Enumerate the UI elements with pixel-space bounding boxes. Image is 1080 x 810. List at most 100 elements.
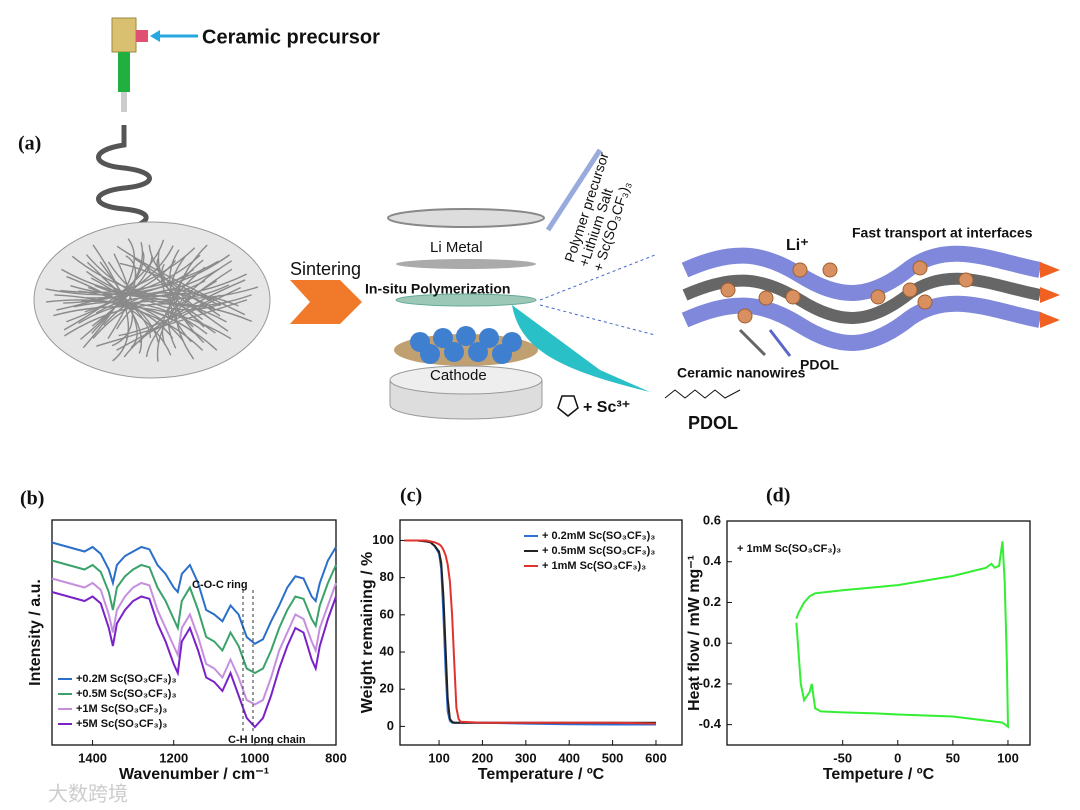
- plot-frame: [726, 520, 1031, 746]
- label: In-situ Polymerization: [365, 281, 510, 297]
- series-line: [51, 541, 337, 646]
- x-tick-label: 1200: [159, 750, 188, 765]
- wire: [45, 254, 230, 296]
- zoom-line: [539, 304, 656, 336]
- x-tick-label: 100: [997, 750, 1019, 765]
- wire: [91, 250, 145, 334]
- label: Li Metal: [430, 239, 483, 256]
- series-line: [51, 591, 337, 729]
- legend-label: +1M Sc(SO₃CF₃)₃: [76, 703, 167, 715]
- y-tick-label: 40: [380, 643, 394, 658]
- wire: [99, 261, 138, 349]
- y-tick-label: 0.0: [703, 635, 721, 650]
- chevron: [290, 280, 362, 324]
- series-line: [51, 577, 337, 706]
- pipette: [545, 148, 603, 232]
- nozzle: [118, 52, 130, 92]
- mesh-wires: [45, 238, 259, 362]
- wire: [63, 239, 165, 331]
- wire: [107, 255, 137, 340]
- wire: [73, 301, 208, 335]
- label: Sintering: [290, 259, 361, 279]
- schematic: (a) Ceramic precursor Sintering Li Metal…: [18, 17, 1060, 433]
- x-tick-label: 600: [645, 750, 667, 765]
- panel-label: (a): [18, 133, 41, 155]
- label: PDOL: [800, 357, 839, 373]
- wire: [45, 299, 218, 351]
- legend-label: + 1mM Sc(SO₃CF₃)₃: [542, 560, 646, 572]
- x-tick-label: 1000: [240, 750, 269, 765]
- wire: [111, 253, 134, 347]
- wire: [53, 306, 232, 340]
- pdol-structure: [664, 389, 741, 399]
- x-tick-label: 400: [558, 750, 580, 765]
- legend-label: + 1mM Sc(SO₃CF₃)₃: [737, 543, 841, 555]
- wire: [95, 297, 203, 320]
- disc: [387, 208, 545, 228]
- y-tick-label: 80: [380, 569, 394, 584]
- panel-label: (c): [400, 485, 422, 507]
- legend-label: + 0.5mM Sc(SO₃CF₃)₃: [542, 545, 655, 557]
- wire: [132, 257, 221, 317]
- y-tick-label: 0: [387, 718, 394, 733]
- wire: [66, 275, 172, 356]
- plot-frame: [399, 519, 683, 746]
- pointer: [738, 328, 767, 357]
- wire: [94, 280, 206, 298]
- x-tick-label: 100: [428, 750, 450, 765]
- electrolyte: [395, 293, 537, 307]
- dol-ring: [557, 395, 579, 417]
- panel-label: (b): [20, 488, 44, 510]
- pointer: [768, 329, 792, 357]
- cell-top: [389, 365, 543, 395]
- wire: [145, 268, 233, 358]
- y-axis-label: Intensity / a.u.: [27, 579, 44, 686]
- label: Ceramic nanowires: [677, 365, 806, 381]
- wire: [90, 277, 159, 343]
- wire: [78, 300, 227, 324]
- x-tick-label: 800: [325, 750, 347, 765]
- watermark: 大数跨境: [48, 782, 128, 805]
- wire: [86, 268, 195, 299]
- x-tick-label: -50: [833, 750, 852, 765]
- wire: [116, 245, 246, 316]
- wire: [82, 238, 136, 349]
- precursor-text: Polymer precursor +Lithium Salt + Sc(SO₃…: [561, 150, 634, 273]
- legend-label: +0.2M Sc(SO₃CF₃)₃: [76, 673, 177, 685]
- wire: [156, 260, 233, 362]
- annotation: C-H long chain: [228, 734, 306, 746]
- y-tick-label: -0.4: [699, 716, 722, 731]
- wire: [156, 258, 205, 328]
- y-tick-label: 0.2: [703, 594, 721, 609]
- annotation: C-O-C ring: [192, 579, 248, 591]
- cathode-particles: [410, 326, 522, 364]
- y-tick-label: 60: [380, 606, 394, 621]
- wire: [71, 255, 259, 299]
- panel-label: (d): [766, 485, 790, 507]
- y-tick-label: -0.2: [699, 675, 721, 690]
- wire: [60, 260, 219, 294]
- wire: [61, 268, 247, 297]
- x-tick-label: 1400: [78, 750, 107, 765]
- label: Ceramic precursor: [202, 26, 380, 48]
- transport-arrows: [1040, 262, 1060, 328]
- wire: [63, 254, 201, 304]
- label: Li⁺: [786, 237, 809, 254]
- fiber-spiral: [96, 125, 152, 231]
- swoosh: [512, 305, 650, 392]
- li-metal: [396, 259, 536, 269]
- legend-label: +0.5M Sc(SO₃CF₃)₃: [76, 688, 177, 700]
- zoom-line: [539, 254, 656, 301]
- x-tick-label: 200: [472, 750, 494, 765]
- arrow-head: [150, 30, 160, 42]
- wire: [175, 244, 208, 360]
- wire: [92, 244, 130, 362]
- li-ions: [720, 260, 974, 324]
- y-axis-label: Heat flow / mW mg⁻¹: [686, 555, 703, 711]
- x-axis-label: Wavenumber / cm⁻¹: [119, 766, 269, 783]
- wire: [96, 299, 248, 347]
- inlet: [136, 30, 148, 42]
- y-axis-label: Weight remaining / %: [359, 552, 376, 714]
- x-tick-label: 300: [515, 750, 537, 765]
